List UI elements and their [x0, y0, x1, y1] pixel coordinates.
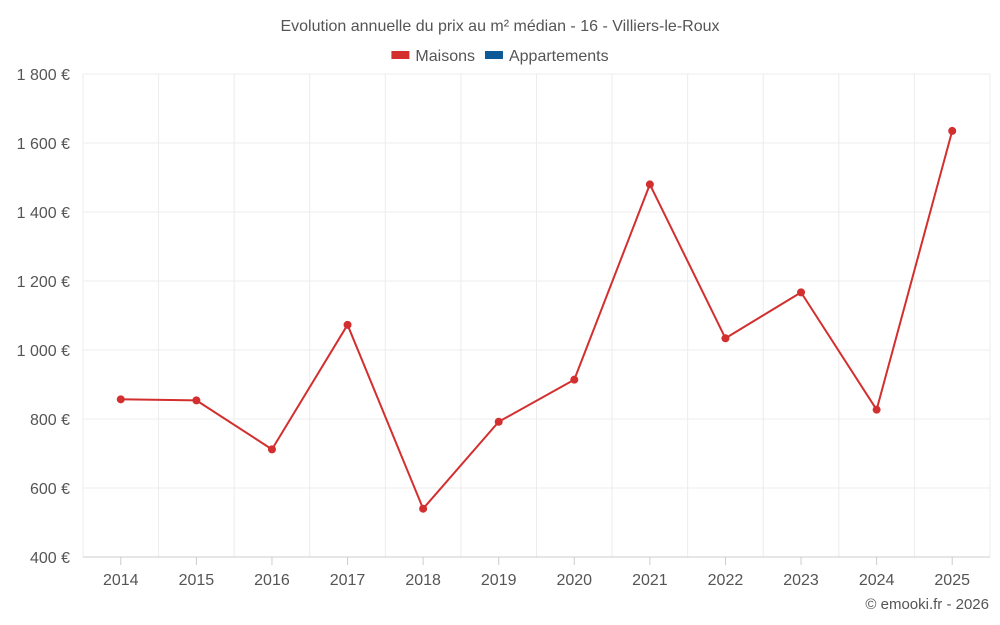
y-tick-label: 600 €: [30, 481, 70, 498]
data-point[interactable]: [116, 395, 125, 404]
y-tick-label: 800 €: [30, 412, 70, 429]
y-tick-label: 1 200 €: [17, 274, 70, 291]
y-tick-label: 1 800 €: [17, 67, 70, 84]
legend-item-appartements[interactable]: Appartements: [484, 48, 609, 65]
data-point[interactable]: [192, 396, 201, 405]
data-point[interactable]: [419, 504, 428, 513]
data-point[interactable]: [570, 375, 579, 384]
x-tick-label: 2018: [405, 572, 441, 589]
x-tick-label: 2024: [859, 572, 895, 589]
series-layer: [116, 126, 957, 513]
x-tick-label: 2025: [934, 572, 970, 589]
x-tick-label: 2017: [330, 572, 366, 589]
y-tick-label: 1 400 €: [17, 205, 70, 222]
data-point[interactable]: [721, 334, 730, 343]
chart-title: Evolution annuelle du prix au m² médian …: [280, 18, 719, 35]
data-point[interactable]: [948, 126, 957, 135]
x-tick-label: 2021: [632, 572, 668, 589]
grid: [82, 73, 991, 557]
data-point[interactable]: [645, 180, 654, 189]
x-tick-label: 2019: [481, 572, 517, 589]
data-point[interactable]: [797, 288, 806, 297]
legend-label: Appartements: [509, 48, 609, 65]
data-point[interactable]: [494, 417, 503, 426]
x-tick-label: 2023: [783, 572, 819, 589]
x-tick-label: 2020: [556, 572, 592, 589]
data-point[interactable]: [872, 405, 881, 414]
y-tick-label: 1 600 €: [17, 136, 70, 153]
legend-item-maisons[interactable]: Maisons: [391, 48, 475, 65]
legend: Maisons Appartements: [391, 48, 609, 65]
data-point[interactable]: [343, 320, 352, 329]
x-tick-label: 2022: [708, 572, 744, 589]
axes: 400 € 600 € 800 € 1 000 € 1 200 € 1 400 € 1 60…: [17, 67, 990, 589]
legend-label: Maisons: [415, 48, 475, 65]
x-tick-label: 2016: [254, 572, 290, 589]
legend-swatch: [484, 51, 503, 59]
series-line-maisons: [120, 130, 954, 510]
data-point[interactable]: [267, 445, 276, 454]
legend-swatch: [391, 51, 410, 59]
y-tick-label: 1 000 €: [17, 343, 70, 360]
y-tick-label: 400 €: [30, 550, 70, 567]
x-tick-label: 2014: [103, 572, 139, 589]
credit-text: © emooki.fr - 2026: [865, 596, 989, 613]
x-tick-label: 2015: [179, 572, 215, 589]
